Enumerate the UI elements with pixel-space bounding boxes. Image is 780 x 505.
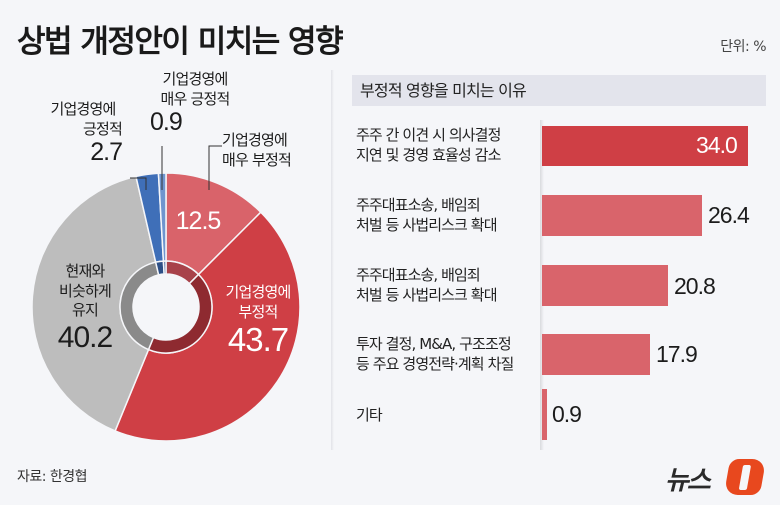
leader-line-very-negative [208,145,222,190]
label-neutral: 현재와 비슷하게 유지 40.2 [57,262,113,354]
bar-label: 투자 결정, M&A, 구조조정 등 주요 경영전략·계획 차질 [356,335,514,373]
bar-row: 주주대표소송, 배임죄 처벌 등 사법리스크 확대 26.4 [356,194,766,238]
donut-svg [31,145,301,442]
unit-label: 단위: % [720,39,766,55]
bar-row: 기타 0.9 [356,389,766,441]
donut-slices [31,172,301,442]
panel-header: 부정적 영향을 미치는 이유 [352,75,766,106]
news1-logo: 뉴스 [665,458,767,496]
bar-value: 34.0 [696,132,738,158]
bar-label: 주주 간 이견 시 의사결정 지연 및 경영 효율성 감소 [356,126,501,164]
donut-slice [162,260,167,275]
bar-row: 주주대표소송, 배임죄 처벌 등 사법리스크 확대 20.8 [356,264,766,308]
source-note: 자료: 한경협 [17,469,88,485]
bar-value: 17.9 [656,341,698,367]
bar-row: 주주 간 이견 시 의사결정 지연 및 경영 효율성 감소 34.0 [356,124,766,168]
bar-row: 투자 결정, M&A, 구조조정 등 주요 경영전략·계획 차질 17.9 [356,333,766,377]
bar-value: 0.9 [552,401,582,427]
bar-label: 주주대표소송, 배임죄 처벌 등 사법리스크 확대 [356,196,498,234]
panel-divider [331,70,334,450]
label-very-positive: 기업경영에 매우 긍정적 0.9 [150,70,230,136]
bar [542,334,650,375]
bar-value: 20.8 [674,273,716,299]
label-negative: 기업경영에 부정적 43.7 [225,283,291,358]
bar-label: 주주대표소송, 배임죄 처벌 등 사법리스크 확대 [356,266,498,304]
logo-text: 뉴스 [665,466,711,496]
label-very-negative-value: 12.5 [175,207,222,235]
label-positive: 기업경영에 긍정적 2.7 [50,100,123,166]
logo-mark-icon [723,459,767,495]
bar-label: 기타 [356,406,383,424]
leader-line-positive [130,177,147,190]
bar-value: 26.4 [708,202,750,228]
bar [542,265,668,306]
bar [542,195,702,236]
bar [542,126,748,166]
bar [542,389,547,440]
chart-title: 상법 개정안이 미치는 영향 [17,24,344,60]
donut-chart: 기업경영에 매우 긍정적 0.9 기업경영에 긍정적 2.7 기업경영에 매우 … [0,0,340,460]
label-very-negative-text: 기업경영에 매우 부정적 [222,131,292,169]
